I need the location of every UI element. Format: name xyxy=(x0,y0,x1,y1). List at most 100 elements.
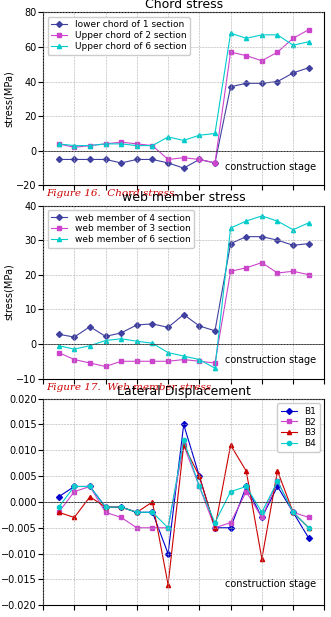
lower chord of 1 section xyxy=(57,155,61,163)
web member of 6 section xyxy=(135,337,139,345)
B3 xyxy=(229,441,233,449)
Text: Figure 17.  Web member stress.: Figure 17. Web member stress. xyxy=(46,383,214,392)
B1 xyxy=(72,482,76,490)
web member of 4 section xyxy=(291,242,295,249)
B1 xyxy=(275,482,279,490)
B3 xyxy=(244,467,248,474)
B3 xyxy=(291,508,295,516)
Line: B2: B2 xyxy=(57,443,311,530)
lower chord of 1 section xyxy=(229,83,233,91)
B1 xyxy=(57,493,61,500)
Line: B4: B4 xyxy=(57,438,311,530)
B2 xyxy=(197,482,201,490)
B2 xyxy=(213,524,217,531)
web member of 4 section xyxy=(197,322,201,329)
web member of 3 section xyxy=(57,349,61,357)
Upper chord of 6 section xyxy=(151,142,155,149)
B1 xyxy=(291,508,295,516)
B2 xyxy=(104,508,108,516)
B4 xyxy=(244,482,248,490)
Text: Figure 16.  Chord stress.: Figure 16. Chord stress. xyxy=(46,189,177,199)
Text: construction stage: construction stage xyxy=(225,162,316,172)
Upper chord of 6 section xyxy=(88,142,92,149)
web member of 4 section xyxy=(307,240,311,247)
B4 xyxy=(229,488,233,495)
web member of 3 section xyxy=(135,358,139,365)
Line: lower chord of 1 section: lower chord of 1 section xyxy=(57,65,311,170)
B4 xyxy=(291,508,295,516)
B4 xyxy=(166,524,170,531)
web member of 3 section xyxy=(182,356,186,363)
Upper chord of 6 section xyxy=(57,140,61,147)
Upper chord of 2 section xyxy=(307,26,311,33)
lower chord of 1 section xyxy=(275,78,279,85)
B1 xyxy=(260,514,264,521)
B4 xyxy=(182,436,186,444)
web member of 4 section xyxy=(244,233,248,241)
B3 xyxy=(104,503,108,511)
Upper chord of 6 section xyxy=(291,41,295,49)
Upper chord of 6 section xyxy=(119,140,123,147)
B4 xyxy=(260,508,264,516)
B1 xyxy=(182,421,186,428)
B3 xyxy=(151,499,155,506)
Line: Upper chord of 6 section: Upper chord of 6 section xyxy=(57,31,311,147)
Upper chord of 2 section xyxy=(135,140,139,147)
Upper chord of 2 section xyxy=(119,138,123,146)
web member of 4 section xyxy=(135,321,139,329)
B1 xyxy=(229,524,233,531)
Text: construction stage: construction stage xyxy=(225,355,316,365)
B4 xyxy=(307,524,311,531)
B2 xyxy=(57,508,61,516)
Line: B3: B3 xyxy=(57,443,311,587)
Upper chord of 6 section xyxy=(135,142,139,149)
B4 xyxy=(72,482,76,490)
web member of 6 section xyxy=(307,219,311,226)
web member of 6 section xyxy=(197,356,201,363)
B2 xyxy=(275,478,279,485)
Title: web member stress: web member stress xyxy=(122,191,246,204)
web member of 6 section xyxy=(57,342,61,349)
Title: Chord stress: Chord stress xyxy=(145,0,223,11)
B3 xyxy=(166,581,170,588)
Upper chord of 2 section xyxy=(229,49,233,56)
B4 xyxy=(213,519,217,526)
B3 xyxy=(260,555,264,563)
B2 xyxy=(151,524,155,531)
B4 xyxy=(119,503,123,511)
web member of 4 section xyxy=(213,327,217,334)
web member of 4 section xyxy=(57,331,61,338)
web member of 4 section xyxy=(166,324,170,331)
Upper chord of 2 section xyxy=(104,140,108,147)
web member of 4 section xyxy=(119,329,123,337)
Upper chord of 6 section xyxy=(213,130,217,137)
Upper chord of 2 section xyxy=(291,35,295,42)
B1 xyxy=(119,503,123,511)
web member of 3 section xyxy=(213,359,217,366)
web member of 4 section xyxy=(104,333,108,340)
Upper chord of 6 section xyxy=(275,31,279,38)
Legend: lower chord of 1 section, Upper chord of 2 section, Upper chord of 6 section: lower chord of 1 section, Upper chord of… xyxy=(48,17,190,55)
Upper chord of 2 section xyxy=(275,49,279,56)
B3 xyxy=(182,441,186,449)
B3 xyxy=(119,503,123,511)
lower chord of 1 section xyxy=(244,80,248,87)
lower chord of 1 section xyxy=(119,159,123,167)
Legend: web member of 4 section, web member of 3 section, web member of 6 section: web member of 4 section, web member of 3… xyxy=(48,210,194,248)
Title: Lateral Displacement: Lateral Displacement xyxy=(117,384,251,397)
Y-axis label: stress(MPa): stress(MPa) xyxy=(4,263,14,320)
B3 xyxy=(307,524,311,531)
Line: web member of 3 section: web member of 3 section xyxy=(57,260,311,368)
B2 xyxy=(72,488,76,495)
lower chord of 1 section xyxy=(104,155,108,163)
B3 xyxy=(197,473,201,480)
web member of 3 section xyxy=(166,358,170,365)
lower chord of 1 section xyxy=(307,64,311,72)
Legend: B1, B2, B3, B4: B1, B2, B3, B4 xyxy=(277,403,320,452)
web member of 3 section xyxy=(151,358,155,365)
B1 xyxy=(307,534,311,542)
B4 xyxy=(88,482,92,490)
web member of 3 section xyxy=(307,271,311,278)
Upper chord of 2 section xyxy=(213,159,217,167)
B1 xyxy=(244,482,248,490)
